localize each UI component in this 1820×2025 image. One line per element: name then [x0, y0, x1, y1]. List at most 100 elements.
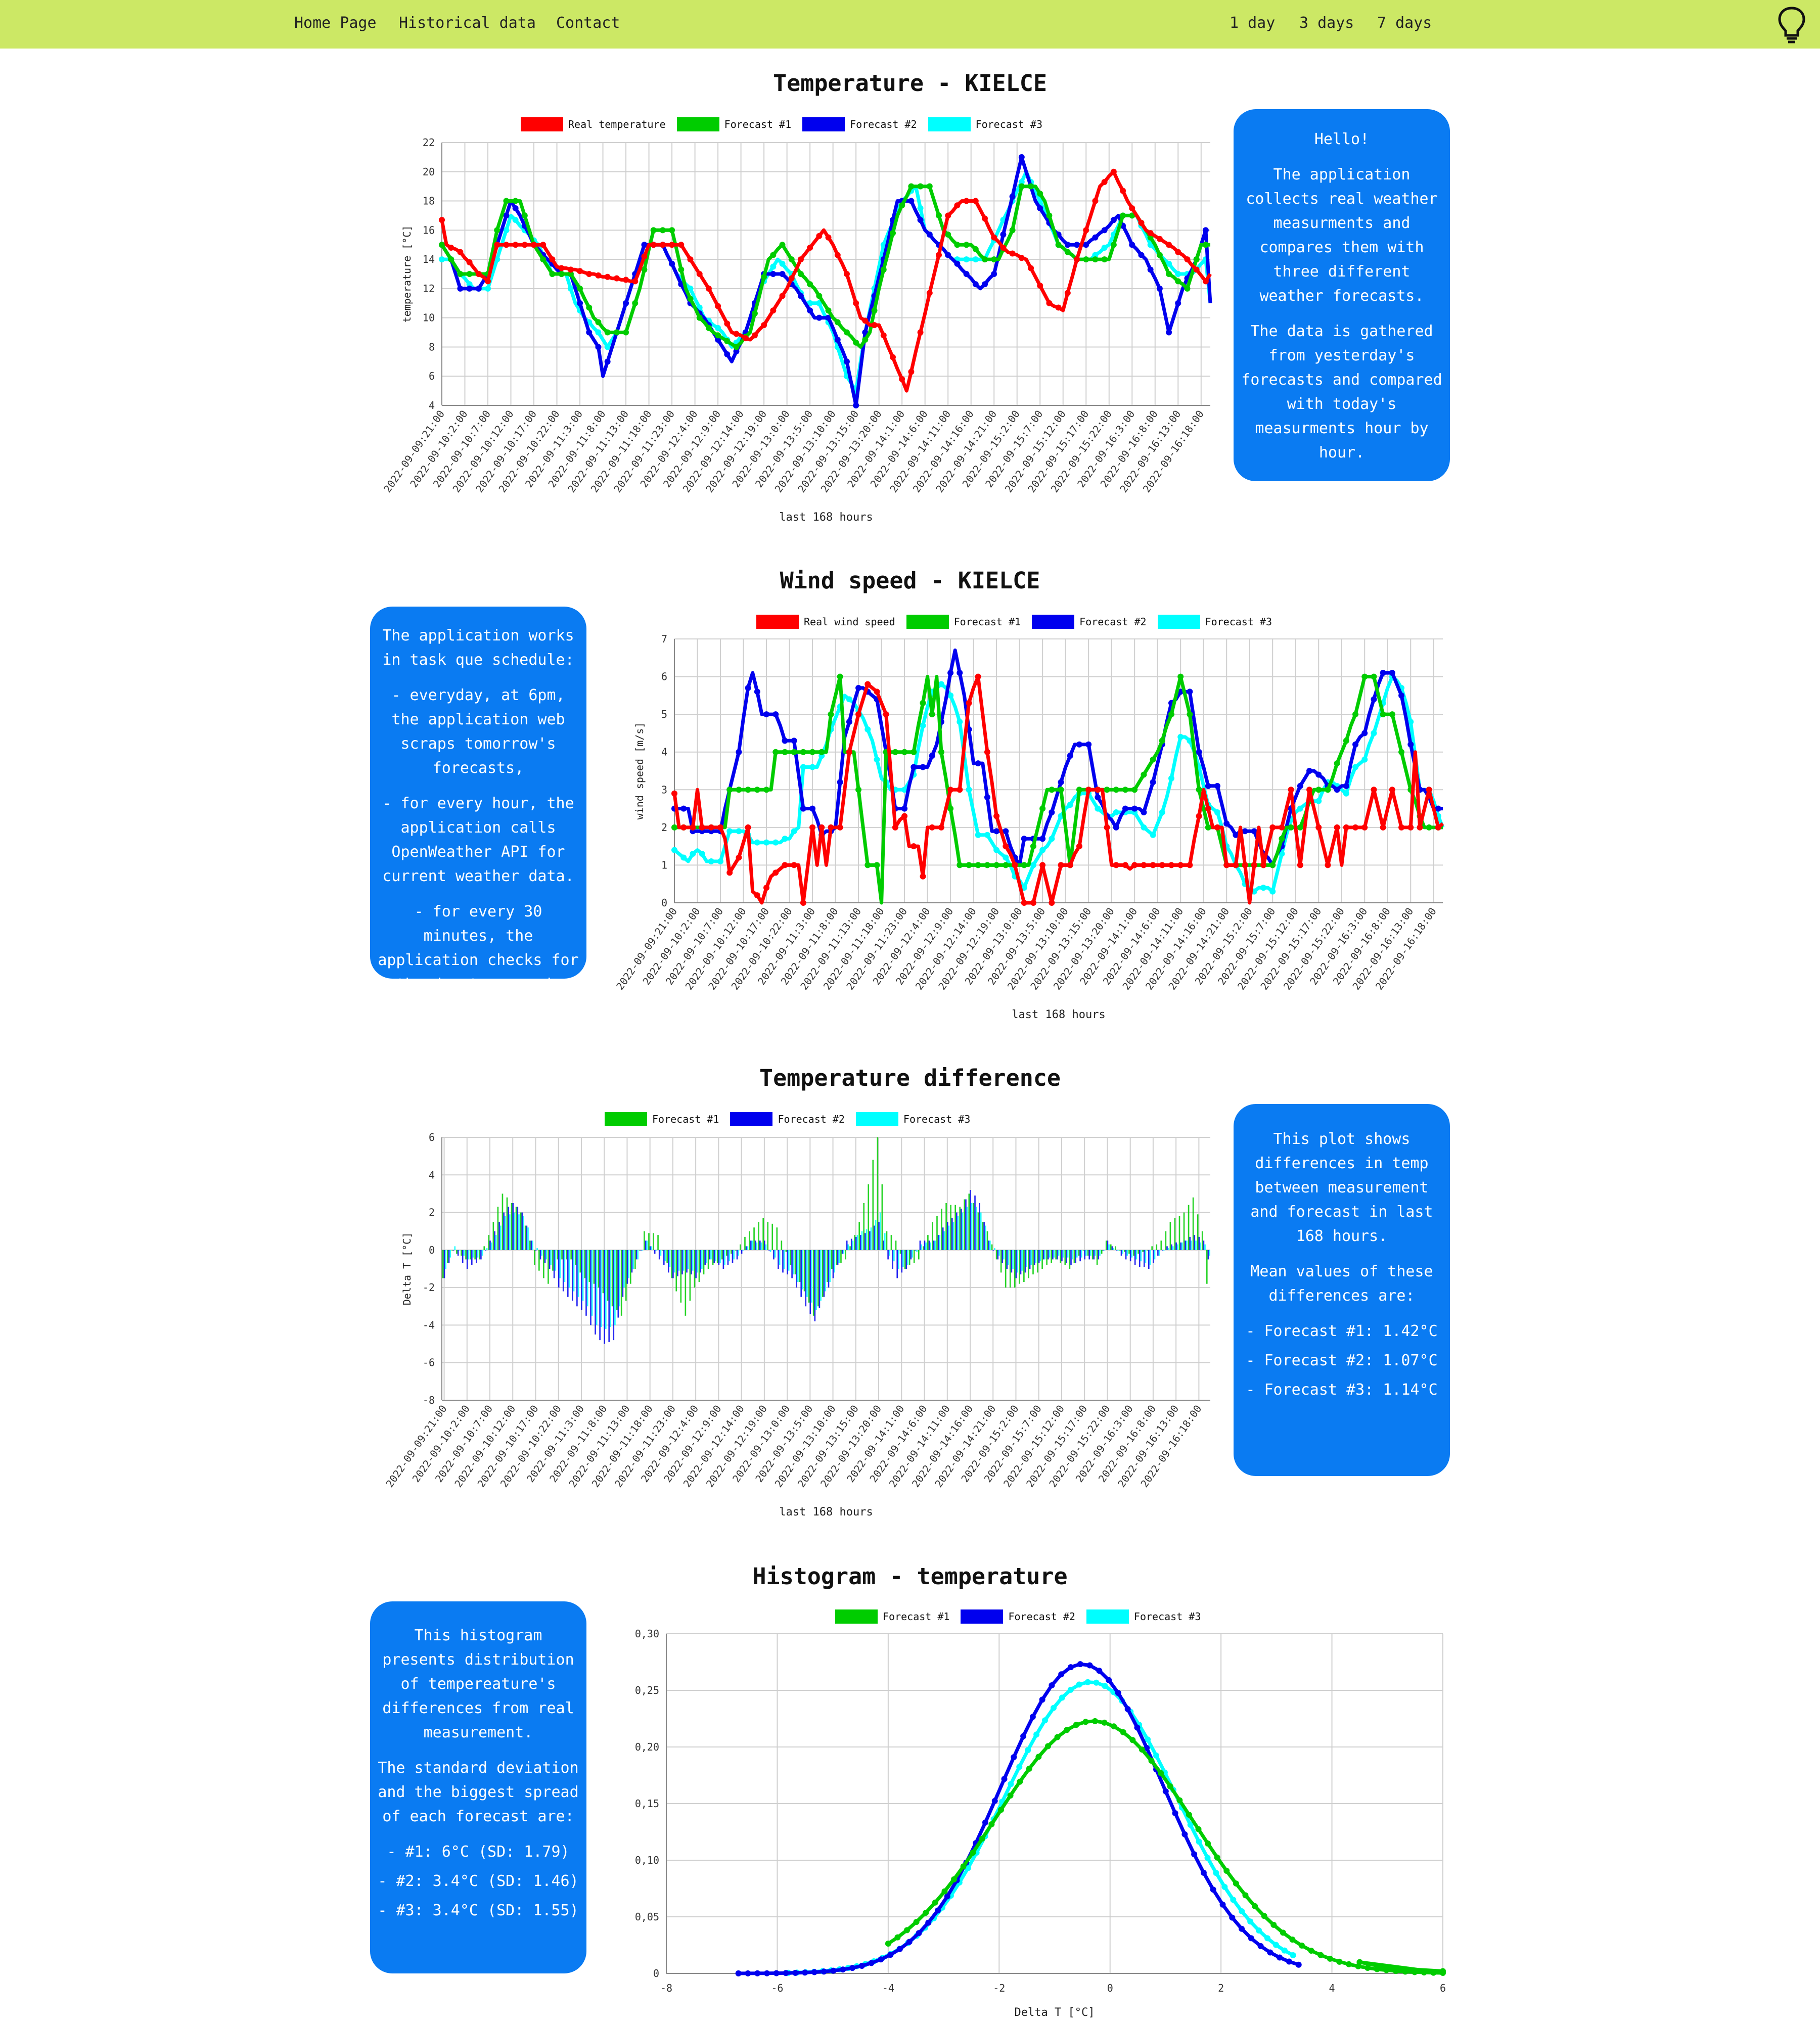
bar — [536, 1248, 538, 1250]
data-point — [970, 1850, 976, 1856]
bar — [792, 1250, 794, 1275]
data-point — [797, 256, 804, 263]
legend-forecast-1[interactable]: Forecast #1 — [605, 1112, 719, 1126]
legend-forecast-2[interactable]: Forecast #2 — [1032, 615, 1147, 629]
bar — [541, 1250, 542, 1256]
data-point — [1102, 1683, 1108, 1689]
nav-historical-link[interactable]: Historical data — [399, 14, 536, 32]
data-point — [899, 202, 905, 209]
nav-contact-link[interactable]: Contact — [556, 14, 620, 32]
y-tick-label: 7 — [661, 633, 667, 645]
bar — [443, 1250, 445, 1278]
legend-forecast-2[interactable]: Forecast #2 — [961, 1609, 1075, 1624]
bar — [1165, 1231, 1167, 1250]
bar — [649, 1246, 651, 1250]
data-point — [1242, 828, 1248, 835]
range-3-days-link[interactable]: 3 days — [1299, 14, 1354, 32]
bar — [1195, 1240, 1197, 1250]
bar — [640, 1250, 642, 1251]
bar — [1167, 1248, 1169, 1250]
data-point — [837, 673, 843, 680]
bar — [778, 1250, 779, 1269]
data-point — [1129, 1737, 1136, 1743]
bar — [442, 1250, 444, 1278]
data-point — [1193, 266, 1200, 273]
data-point — [1288, 787, 1294, 793]
legend-forecast-3[interactable]: Forecast #3 — [928, 117, 1042, 131]
data-point — [1184, 285, 1191, 292]
data-point — [1343, 738, 1349, 744]
bar — [1171, 1244, 1172, 1250]
info-text: - for every 30 minutes, the application … — [378, 903, 579, 1042]
histogram-title: Histogram - temperature — [752, 1563, 1068, 1590]
data-point — [1064, 249, 1071, 255]
data-point — [925, 1919, 932, 1926]
bar — [1095, 1250, 1096, 1256]
legend-forecast-2[interactable]: Forecast #2 — [730, 1112, 845, 1126]
data-point — [1091, 1718, 1098, 1724]
bar — [631, 1250, 633, 1273]
data-point — [1058, 779, 1064, 786]
data-point — [947, 670, 954, 676]
bar — [928, 1240, 930, 1250]
legend-real-wind-speed[interactable]: Real wind speed — [756, 615, 895, 629]
data-point — [982, 256, 988, 263]
series-real — [439, 168, 1212, 393]
legend-forecast-1[interactable]: Forecast #1 — [835, 1609, 949, 1624]
data-point — [957, 719, 963, 725]
data-point — [1380, 711, 1386, 718]
data-point — [843, 329, 850, 336]
data-point — [984, 794, 990, 801]
data-point — [965, 1865, 971, 1871]
mean-differences-info-box: This plot shows differences in temp betw… — [1234, 1104, 1450, 1476]
data-point — [791, 749, 797, 755]
legend-forecast-2[interactable]: Forecast #2 — [802, 117, 917, 131]
legend-forecast-1[interactable]: Forecast #1 — [906, 615, 1021, 629]
data-point — [696, 271, 703, 277]
data-point — [834, 252, 841, 258]
lightbulb-icon[interactable] — [1777, 6, 1807, 44]
nav-home-link[interactable]: Home Page — [294, 14, 377, 32]
data-point — [1150, 756, 1156, 763]
data-point — [840, 1966, 846, 1973]
bar — [506, 1197, 508, 1250]
bar — [646, 1240, 648, 1250]
bar — [899, 1250, 901, 1254]
bar — [983, 1222, 985, 1250]
data-point — [807, 245, 813, 251]
histogram-info-box: This histogram presents distribution of … — [370, 1601, 586, 1973]
bar — [838, 1250, 840, 1263]
data-point — [945, 232, 951, 238]
bar — [968, 1193, 970, 1250]
bar — [1157, 1250, 1159, 1256]
legend-forecast-3[interactable]: Forecast #3 — [1086, 1609, 1201, 1624]
series-f2 — [671, 648, 1443, 868]
legend-real-temperature[interactable]: Real temperature — [521, 117, 666, 131]
series-line — [738, 1662, 1299, 1975]
data-point — [1076, 1681, 1082, 1688]
range-7-days-link[interactable]: 7 days — [1377, 14, 1432, 32]
legend-forecast-3[interactable]: Forecast #3 — [1157, 615, 1272, 629]
data-point — [687, 296, 694, 302]
data-point — [1067, 862, 1073, 868]
data-point — [1150, 832, 1156, 838]
bar — [934, 1240, 936, 1250]
y-tick-label: -8 — [423, 1394, 435, 1406]
bar — [604, 1250, 605, 1344]
bar — [1084, 1250, 1085, 1260]
bar — [634, 1250, 636, 1269]
bar — [689, 1250, 691, 1301]
bar — [794, 1250, 796, 1275]
bar — [923, 1246, 924, 1250]
data-point — [733, 348, 740, 355]
range-1-day-link[interactable]: 1 day — [1230, 14, 1276, 32]
legend-forecast-1[interactable]: Forecast #1 — [676, 117, 791, 131]
data-point — [604, 344, 611, 350]
data-point — [1030, 862, 1036, 868]
data-point — [926, 183, 933, 190]
data-point — [991, 234, 997, 241]
data-point — [623, 300, 629, 306]
legend-forecast-3[interactable]: Forecast #3 — [855, 1112, 970, 1126]
data-point — [761, 273, 767, 280]
bar — [1006, 1250, 1008, 1269]
